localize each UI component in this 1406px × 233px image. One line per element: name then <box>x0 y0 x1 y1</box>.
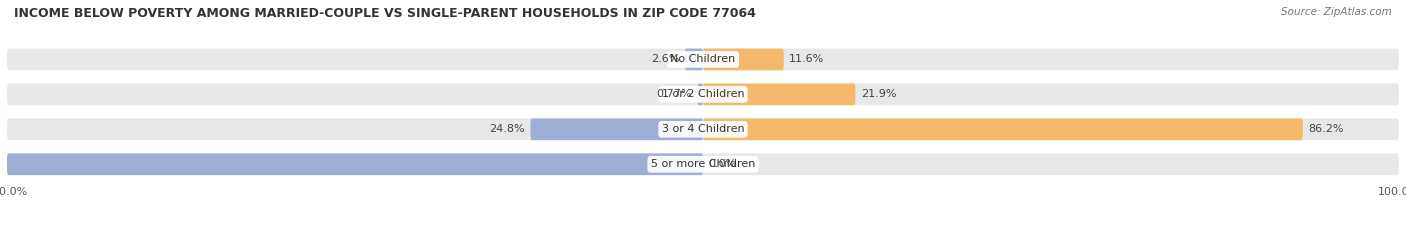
Text: No Children: No Children <box>671 55 735 64</box>
FancyBboxPatch shape <box>7 83 1399 105</box>
Text: 0.77%: 0.77% <box>657 89 692 99</box>
Text: 2.6%: 2.6% <box>651 55 679 64</box>
Text: 3 or 4 Children: 3 or 4 Children <box>662 124 744 134</box>
Text: 1 or 2 Children: 1 or 2 Children <box>662 89 744 99</box>
Text: INCOME BELOW POVERTY AMONG MARRIED-COUPLE VS SINGLE-PARENT HOUSEHOLDS IN ZIP COD: INCOME BELOW POVERTY AMONG MARRIED-COUPL… <box>14 7 756 20</box>
FancyBboxPatch shape <box>7 153 703 175</box>
Text: 24.8%: 24.8% <box>489 124 524 134</box>
FancyBboxPatch shape <box>685 49 703 70</box>
FancyBboxPatch shape <box>703 83 855 105</box>
FancyBboxPatch shape <box>530 118 703 140</box>
Text: 21.9%: 21.9% <box>860 89 897 99</box>
FancyBboxPatch shape <box>7 153 1399 175</box>
Text: 100.0%: 100.0% <box>0 159 1 169</box>
Text: 5 or more Children: 5 or more Children <box>651 159 755 169</box>
FancyBboxPatch shape <box>703 49 783 70</box>
Text: 86.2%: 86.2% <box>1309 124 1344 134</box>
FancyBboxPatch shape <box>7 49 1399 70</box>
FancyBboxPatch shape <box>703 118 1303 140</box>
Text: 11.6%: 11.6% <box>789 55 824 64</box>
Text: 0.0%: 0.0% <box>709 159 737 169</box>
Text: Source: ZipAtlas.com: Source: ZipAtlas.com <box>1281 7 1392 17</box>
FancyBboxPatch shape <box>697 83 703 105</box>
FancyBboxPatch shape <box>7 118 1399 140</box>
